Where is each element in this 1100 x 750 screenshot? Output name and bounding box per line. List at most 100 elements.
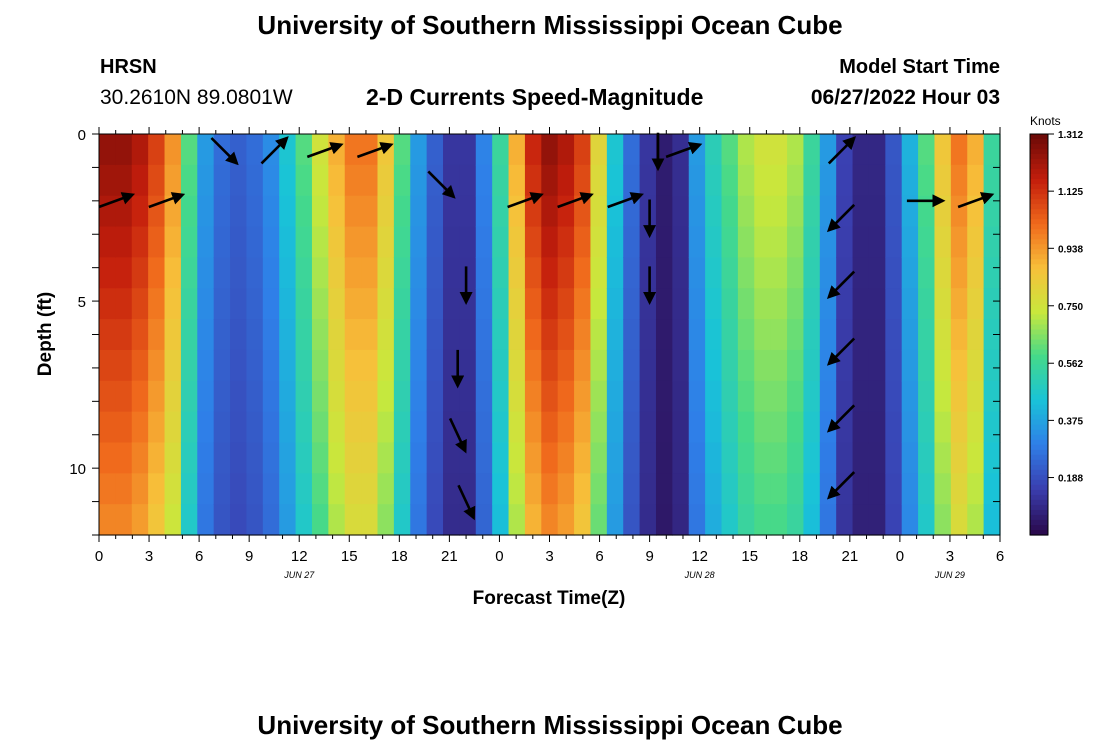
heatmap-cell — [131, 504, 149, 536]
heatmap-cell — [131, 195, 149, 228]
main-title: University of Southern Mississippi Ocean… — [257, 10, 843, 40]
heatmap-cell — [180, 257, 198, 289]
heatmap-cell — [230, 288, 248, 320]
heatmap-cell — [295, 288, 313, 320]
heatmap-cell — [868, 411, 886, 444]
heatmap-cell — [819, 504, 837, 536]
heatmap-cell — [197, 380, 215, 413]
heatmap-cell — [688, 442, 706, 474]
heatmap-cell — [361, 349, 379, 382]
heatmap-cell — [295, 195, 313, 228]
heatmap-cell — [508, 442, 526, 474]
colorbar-tick-label: 0.938 — [1058, 244, 1083, 255]
heatmap-cell — [983, 164, 1001, 197]
heatmap-cell — [426, 257, 444, 289]
colorbar-cell — [1030, 359, 1048, 366]
x-tick-label: 15 — [341, 548, 358, 565]
heatmap-cell — [885, 134, 903, 166]
heatmap-cell — [623, 226, 641, 258]
colorbar-cell — [1030, 194, 1048, 200]
y-tick-label: 5 — [78, 294, 86, 311]
x-tick-label: 12 — [291, 548, 308, 565]
heatmap-cell — [131, 380, 149, 413]
heatmap-cell — [852, 411, 870, 444]
heatmap-cell — [770, 349, 788, 382]
current-arrow — [148, 192, 186, 209]
heatmap-cell — [541, 411, 559, 444]
heatmap-cell — [524, 319, 542, 351]
current-arrow — [826, 270, 856, 299]
heatmap-cell — [279, 442, 297, 474]
heatmap-cell — [983, 319, 1001, 351]
heatmap-cell — [705, 473, 723, 505]
heatmap-cell — [705, 164, 723, 197]
heatmap-cell — [819, 134, 837, 166]
heatmap-cell — [328, 288, 346, 320]
heatmap-cell — [393, 442, 411, 474]
heatmap-cell — [803, 442, 821, 474]
colorbar-cell — [1030, 369, 1048, 376]
heatmap-cell — [655, 349, 673, 382]
colorbar-cell — [1030, 474, 1048, 481]
heatmap-cell — [279, 288, 297, 320]
colorbar-cell — [1030, 284, 1048, 290]
colorbar-cell — [1030, 309, 1048, 316]
heatmap-cell — [868, 473, 886, 505]
heatmap-cell — [885, 411, 903, 444]
colorbar-cell — [1030, 424, 1048, 431]
heatmap-cell — [606, 442, 624, 474]
heatmap-cell — [524, 380, 542, 413]
current-arrow — [826, 471, 856, 500]
heatmap-cell — [361, 411, 379, 444]
colorbar-cell — [1030, 159, 1048, 165]
heatmap-cell — [852, 134, 870, 166]
heatmap-cell — [344, 257, 362, 289]
heatmap-cell — [328, 349, 346, 382]
colorbar-cell — [1030, 399, 1048, 406]
heatmap-cell — [557, 319, 575, 351]
heatmap-cell — [868, 164, 886, 197]
heatmap-cell — [99, 442, 116, 474]
heatmap-cell — [787, 164, 805, 197]
current-arrow — [957, 192, 995, 209]
heatmap-cell — [721, 473, 739, 505]
heatmap-cell — [311, 164, 329, 197]
y-axis-label: Depth (ft) — [35, 292, 56, 376]
footer-title: University of Southern Mississippi Ocean… — [257, 710, 843, 740]
heatmap-cell — [557, 257, 575, 289]
heatmap-cell — [836, 319, 854, 351]
heatmap-cell — [688, 411, 706, 444]
heatmap-cell — [246, 226, 264, 258]
heatmap-cell — [803, 319, 821, 351]
heatmap-cell — [639, 164, 657, 197]
current-arrow — [457, 484, 476, 521]
heatmap-cell — [164, 319, 182, 351]
heatmap-cell — [328, 411, 346, 444]
heatmap-cell — [361, 164, 379, 197]
heatmap-cell — [475, 164, 493, 197]
heatmap-cell — [885, 380, 903, 413]
heatmap-cell — [918, 411, 936, 444]
heatmap-cell — [492, 380, 510, 413]
heatmap-cell — [918, 319, 936, 351]
heatmap-cell — [803, 226, 821, 258]
heatmap-cell — [492, 226, 510, 258]
heatmap-cell — [459, 226, 477, 258]
heatmap-cell — [983, 288, 1001, 320]
heatmap-cell — [950, 288, 968, 320]
colorbar-unit-label: Knots — [1030, 114, 1061, 128]
heatmap-cell — [983, 226, 1001, 258]
colorbar-tick-label: 1.312 — [1058, 130, 1083, 141]
heatmap-cell — [426, 288, 444, 320]
heatmap-cell — [475, 380, 493, 413]
heatmap-cell — [655, 195, 673, 228]
heatmap-cell — [393, 473, 411, 505]
heatmap-cell — [508, 349, 526, 382]
heatmap-cell — [279, 164, 297, 197]
current-arrow — [826, 337, 856, 366]
heatmap-cell — [508, 411, 526, 444]
heatmap-cell — [803, 504, 821, 536]
colorbar-tick-label: 0.562 — [1058, 359, 1083, 370]
heatmap-cell — [983, 504, 1001, 536]
heatmap-cell — [180, 411, 198, 444]
